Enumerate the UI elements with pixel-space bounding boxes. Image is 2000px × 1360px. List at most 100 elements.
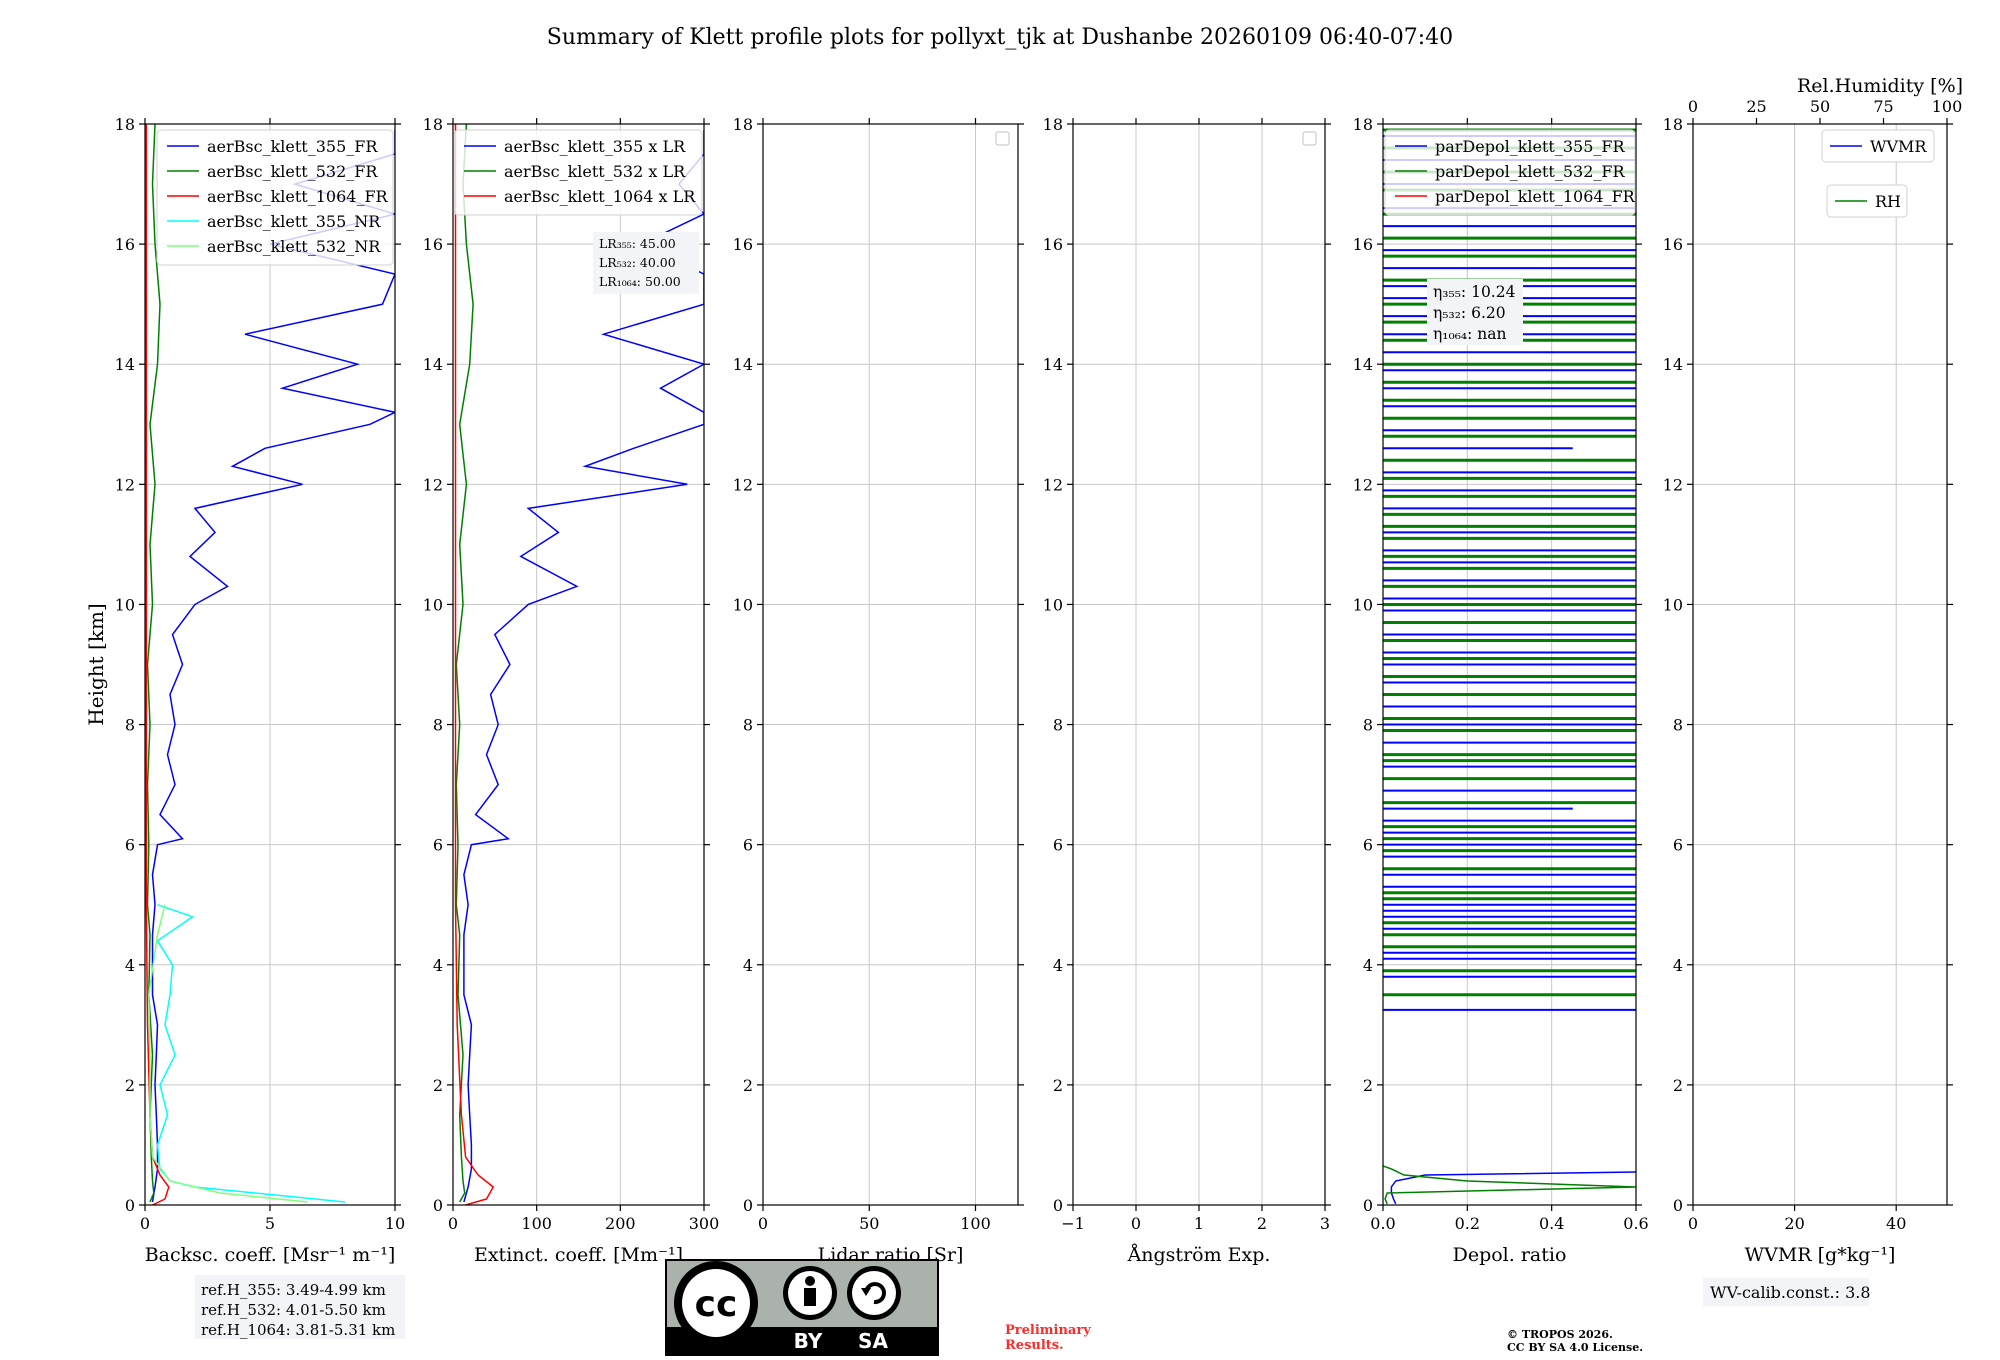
- panel-2: 0 2 4 6 8 10 12 14 16 18 0 100 200 300 Extinct. coeff.…: [423, 115, 720, 1266]
- x-tick-label: 40: [1886, 1214, 1906, 1233]
- x-tick-label: 300: [689, 1214, 720, 1233]
- y-tick-label: 16: [115, 235, 135, 254]
- x-axis-label: Ångström Exp.: [1127, 1244, 1271, 1266]
- preliminary-note-2: Results.: [1005, 1338, 1064, 1353]
- y-tick-label: 6: [433, 836, 443, 855]
- lidar-ratio-label: LR₅₃₂: 40.00: [599, 255, 676, 270]
- x-tick-label: 2: [1257, 1214, 1267, 1233]
- by-icon-head: [805, 1276, 815, 1286]
- wv-calib-box: WV-calib.const.: 3.8: [1703, 1278, 1871, 1306]
- y-tick-label: 12: [1043, 475, 1063, 494]
- y-tick-label: 4: [433, 956, 443, 975]
- y-tick-label: 14: [1663, 355, 1683, 374]
- y-tick-label: 2: [1053, 1076, 1063, 1095]
- y-tick-label: 6: [743, 836, 753, 855]
- y-tick-label: 16: [733, 235, 753, 254]
- y-tick-label: 10: [1353, 595, 1373, 614]
- x-tick-label: 5: [265, 1214, 275, 1233]
- legend-label: parDepol_klett_1064_FR: [1435, 187, 1636, 206]
- y-tick-label: 0: [1053, 1196, 1063, 1215]
- y-tick-label: 18: [423, 115, 443, 134]
- panel-1: 0 2 4 6 8 10 12 14 16 18 0 5 10 Backsc. coeff. [Msr⁻¹…: [84, 115, 405, 1266]
- y-tick-label: 2: [433, 1076, 443, 1095]
- lidar-ratio-label: LR₃₅₅: 45.00: [599, 236, 676, 251]
- data-layer: [145, 124, 395, 1205]
- y-tick-label: 14: [733, 355, 753, 374]
- legend-box: [453, 129, 703, 216]
- y-tick-label: 14: [1353, 355, 1373, 374]
- legend-box: [156, 129, 394, 266]
- x-tick-label: 50: [859, 1214, 879, 1233]
- y-tick-label: 10: [115, 595, 135, 614]
- legend-label: aerBsc_klett_532_NR: [207, 237, 381, 256]
- x-axis-label: Depol. ratio: [1453, 1244, 1567, 1266]
- y-tick-label: 10: [733, 595, 753, 614]
- x-tick-label: 0.2: [1455, 1214, 1480, 1233]
- y-tick-label: 12: [1353, 475, 1373, 494]
- x-tick-label: 0: [1688, 1214, 1698, 1233]
- top-x-tick-label: 50: [1810, 97, 1830, 116]
- sa-icon-arrow: [861, 1288, 871, 1296]
- legend-label: parDepol_klett_355_FR: [1435, 137, 1626, 156]
- eta-box: [1427, 279, 1523, 345]
- y-tick-label: 18: [1353, 115, 1373, 134]
- axes-frame: [762, 123, 1019, 1206]
- y-tick-label: 18: [1663, 115, 1683, 134]
- y-tick-label: 8: [125, 716, 135, 735]
- legend-label: aerBsc_klett_355_FR: [207, 137, 378, 156]
- ref-h-355: ref.H_355: 3.49-4.99 km: [201, 1281, 386, 1299]
- y-tick-label: 6: [125, 836, 135, 855]
- cc-license-badge: cc BY SA: [665, 1259, 939, 1356]
- y-tick-label: 18: [1043, 115, 1063, 134]
- cc-logo-text: cc: [695, 1284, 738, 1325]
- y-tick-label: 0: [1673, 1196, 1683, 1215]
- by-icon-body: [804, 1288, 816, 1306]
- panel-5: 0 2 4 6 8 10 12 14 16 18 0.0 0.2 0.4 0.6 Depol. ratio p…: [1353, 115, 1649, 1266]
- y-tick-label: 12: [1663, 475, 1683, 494]
- top-x-axis-label: Rel.Humidity [%]: [1797, 75, 1963, 97]
- lidar-ratio-box: [593, 232, 699, 294]
- ref-box-bg: [195, 1275, 405, 1339]
- eta-label: η₅₃₂: 6.20: [1433, 304, 1506, 322]
- wv-calib-bg: [1703, 1278, 1869, 1306]
- y-tick-label: 10: [1043, 595, 1063, 614]
- y-tick-label: 16: [1353, 235, 1373, 254]
- legend-label: aerBsc_klett_355 x LR: [504, 137, 686, 156]
- y-tick-label: 10: [1663, 595, 1683, 614]
- legend-box: [1384, 129, 1636, 216]
- reference-height-box: ref.H_355: 3.49-4.99 km ref.H_532: 4.01-…: [195, 1275, 405, 1339]
- y-tick-label: 6: [1673, 836, 1683, 855]
- y-tick-label: 6: [1363, 836, 1373, 855]
- series-line-aerbsc-klett-355-nr: [156, 903, 346, 1203]
- cc-by-label: BY: [794, 1329, 823, 1353]
- legend-label: aerBsc_klett_1064_FR: [207, 187, 389, 206]
- y-tick-label: 4: [1673, 956, 1683, 975]
- top-x-tick-label: 75: [1873, 97, 1893, 116]
- y-axis-label: Height [km]: [84, 603, 108, 725]
- y-tick-label: 18: [733, 115, 753, 134]
- y-tick-label: 18: [115, 115, 135, 134]
- x-tick-label: 100: [521, 1214, 552, 1233]
- series-line-aerbsc-klett-355-fr: [151, 130, 395, 1203]
- ref-h-1064: ref.H_1064: 3.81-5.31 km: [201, 1321, 395, 1339]
- axes-frame: [1382, 123, 1637, 1206]
- x-tick-label: 0: [1131, 1214, 1141, 1233]
- y-tick-label: 12: [115, 475, 135, 494]
- y-tick-label: 8: [743, 716, 753, 735]
- y-tick-label: 0: [433, 1196, 443, 1215]
- figure-title: Summary of Klett profile plots for polly…: [547, 25, 1453, 50]
- x-tick-label: −1: [1061, 1214, 1085, 1233]
- y-tick-label: 0: [743, 1196, 753, 1215]
- y-tick-label: 4: [125, 956, 135, 975]
- legend-label: parDepol_klett_532_FR: [1435, 162, 1626, 181]
- y-tick-label: 16: [1663, 235, 1683, 254]
- y-tick-label: 2: [743, 1076, 753, 1095]
- y-tick-label: 8: [1053, 716, 1063, 735]
- legend-label: WVMR: [1870, 137, 1927, 156]
- wv-calib-label: WV-calib.const.: 3.8: [1710, 1283, 1871, 1302]
- sa-icon-arc: [864, 1282, 886, 1305]
- top-x-tick-label: 25: [1746, 97, 1766, 116]
